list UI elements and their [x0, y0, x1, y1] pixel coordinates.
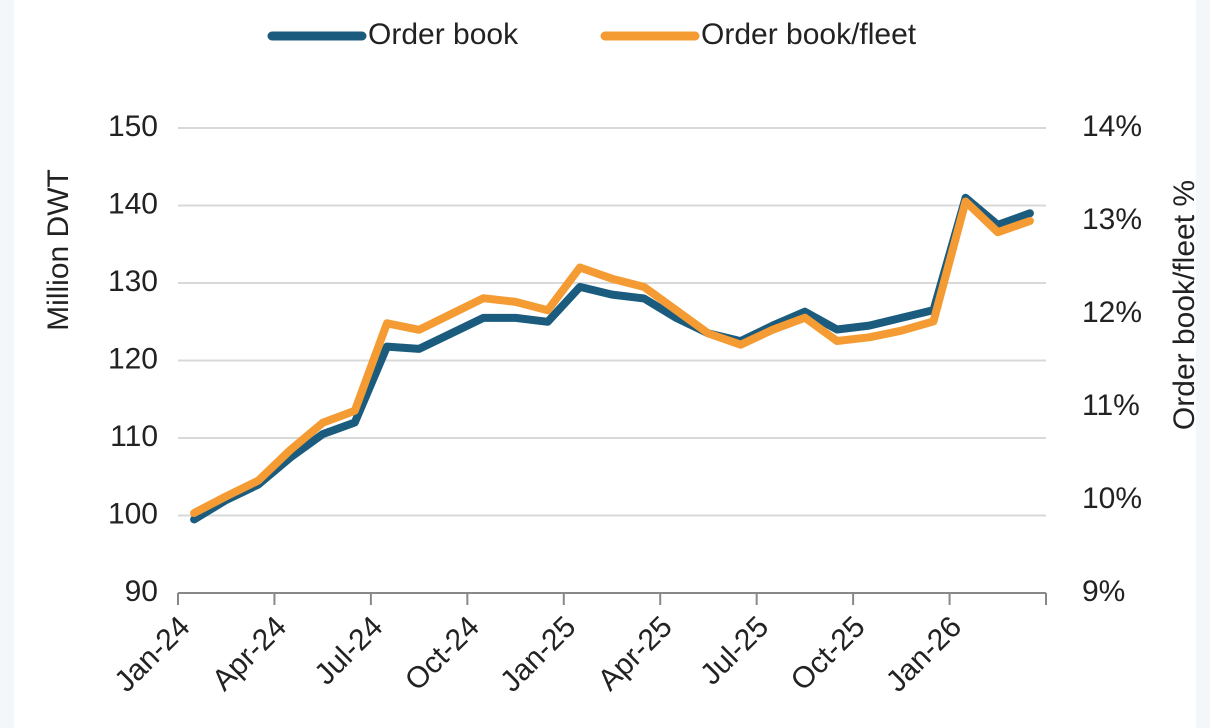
y-axis-title: Million DWT [42, 169, 75, 331]
y-tick-label: 140 [108, 187, 158, 220]
y2-tick-label: 12% [1082, 296, 1142, 329]
y-tick-label: 120 [108, 342, 158, 375]
series-line [190, 193, 1034, 524]
y2-tick-label: 11% [1082, 389, 1140, 422]
y2-tick-label: 14% [1082, 110, 1142, 143]
legend-label: Order book [368, 18, 519, 51]
y-tick-label: 100 [108, 497, 158, 530]
y2-tick-label: 10% [1082, 482, 1142, 515]
y2-tick-label: 13% [1082, 203, 1142, 236]
y-tick-label: 90 [125, 575, 158, 608]
y-tick-label: 130 [108, 265, 158, 298]
y2-tick-label: 9% [1082, 575, 1125, 608]
legend-label: Order book/fleet [701, 18, 917, 51]
y-tick-label: 150 [108, 110, 158, 143]
chart-background [14, 0, 1196, 728]
series-line [190, 197, 1034, 517]
y-tick-label: 110 [110, 420, 158, 453]
y2-axis-title: Order book/fleet % [1168, 180, 1201, 430]
